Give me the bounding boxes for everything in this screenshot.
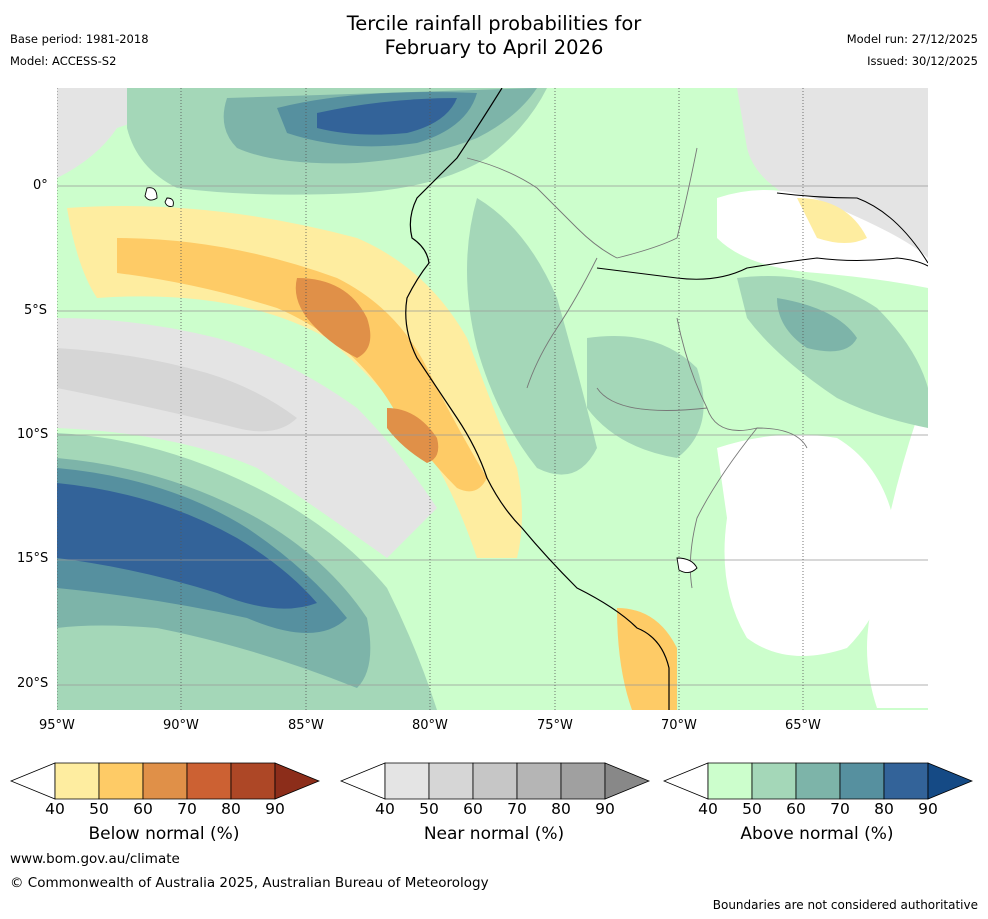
model-run: Model run: 27/12/2025 xyxy=(846,32,978,46)
below-normal-outer xyxy=(67,206,522,558)
title-line-2: February to April 2026 xyxy=(384,36,604,59)
colorbar-tick: 90 xyxy=(265,800,285,818)
colorbar-segment-low xyxy=(340,762,386,800)
near-normal-north-east xyxy=(737,88,928,258)
colorbar-tick: 60 xyxy=(133,800,153,818)
lon-label-85w: 85°W xyxy=(288,718,324,733)
legend-title: Near normal (%) xyxy=(423,824,565,844)
gridlines xyxy=(57,185,928,686)
white-south-east xyxy=(717,434,897,656)
colorbar-tick: 50 xyxy=(89,800,109,818)
below-normal-north-east xyxy=(797,198,867,243)
above-normal-interior xyxy=(467,198,597,475)
colorbar-segment xyxy=(839,762,885,800)
near-normal-mid-west-dark xyxy=(57,348,297,432)
below-normal-core xyxy=(295,278,371,358)
legend-title: Above normal (%) xyxy=(740,824,894,844)
colorbar-tick: 60 xyxy=(786,800,806,818)
colorbar-segment-low xyxy=(10,762,56,800)
colorbar-segment xyxy=(142,762,188,800)
issued-date: Issued: 30/12/2025 xyxy=(867,54,978,68)
colorbar-tick: 40 xyxy=(45,800,65,818)
lat-label-0: 0° xyxy=(33,178,48,193)
below-normal-south xyxy=(617,608,677,710)
amazon-north-coast xyxy=(776,192,929,264)
amazon-river xyxy=(596,257,929,280)
near-normal-west-north xyxy=(57,88,207,178)
colorbar-segment xyxy=(54,762,100,800)
colorbar-tick: 40 xyxy=(375,800,395,818)
lon-label-65w: 65°W xyxy=(785,718,821,733)
lon-label-70w: 70°W xyxy=(661,718,697,733)
lat-label-20s: 20°S xyxy=(17,676,49,691)
above-normal-south-core xyxy=(57,483,317,609)
colorbar-segment xyxy=(384,762,430,800)
below-normal-core-2 xyxy=(387,408,439,463)
rainfall-probability-map xyxy=(56,87,929,710)
lon-label-90w: 90°W xyxy=(163,718,199,733)
colorbar-segment xyxy=(707,762,753,800)
lat-label-5s: 5°S xyxy=(24,303,48,318)
colorbar-segment xyxy=(560,762,606,800)
colorbar-segment xyxy=(795,762,841,800)
chart-title: Tercile rainfall probabilities for Febru… xyxy=(0,12,988,60)
colorbar-segment-high xyxy=(927,762,973,800)
colorbar-tick: 70 xyxy=(507,800,527,818)
lat-label-15s: 15°S xyxy=(17,551,49,566)
above-normal-interior-2 xyxy=(587,336,704,458)
map-panel xyxy=(56,87,929,710)
colorbar-segment-high xyxy=(604,762,650,800)
colorbar-segment-low xyxy=(663,762,709,800)
lon-label-80w: 80°W xyxy=(412,718,448,733)
galapagos-islands xyxy=(144,187,174,207)
colorbar-segment xyxy=(472,762,518,800)
lat-label-10s: 10°S xyxy=(17,427,49,442)
colorbar-tick: 50 xyxy=(419,800,439,818)
country-borders xyxy=(466,147,808,589)
copyright-text: © Commonwealth of Australia 2025, Austra… xyxy=(10,875,489,891)
legend-title: Below normal (%) xyxy=(88,824,240,844)
colorbar-segment xyxy=(751,762,797,800)
colorbar-tick: 70 xyxy=(830,800,850,818)
coastline xyxy=(405,87,670,710)
website-link[interactable]: www.bom.gov.au/climate xyxy=(10,851,180,867)
colorbar-segment xyxy=(516,762,562,800)
colorbar-tick: 90 xyxy=(918,800,938,818)
lon-label-95w: 95°W xyxy=(39,718,75,733)
base-period: Base period: 1981-2018 xyxy=(10,32,149,46)
colorbar-tick: 90 xyxy=(595,800,615,818)
lon-label-75w: 75°W xyxy=(537,718,573,733)
title-line-1: Tercile rainfall probabilities for xyxy=(346,12,642,35)
colorbar-tick: 50 xyxy=(742,800,762,818)
meta-right: Model run: 27/12/2025 Issued: 30/12/2025 xyxy=(847,28,978,72)
colorbar-tick: 80 xyxy=(221,800,241,818)
colorbar-tick: 60 xyxy=(463,800,483,818)
colorbar-3 xyxy=(663,762,973,800)
colorbar-2 xyxy=(340,762,650,800)
above-normal-north-deep xyxy=(317,98,457,135)
colorbar-segment xyxy=(186,762,232,800)
meta-left: Base period: 1981-2018 Model: ACCESS-S2 xyxy=(10,28,149,72)
colorbar-segment xyxy=(428,762,474,800)
colorbar-segment-high xyxy=(274,762,320,800)
colorbar-tick: 40 xyxy=(698,800,718,818)
lake-titicaca xyxy=(676,557,698,573)
colorbar-tick: 70 xyxy=(177,800,197,818)
near-normal-south-east xyxy=(867,418,928,708)
colorbar-1 xyxy=(10,762,320,800)
colorbar-segment xyxy=(98,762,144,800)
colorbar-tick: 80 xyxy=(551,800,571,818)
colorbar-segment xyxy=(230,762,276,800)
colorbar-tick: 80 xyxy=(874,800,894,818)
disclaimer-text: Boundaries are not considered authoritat… xyxy=(712,898,978,912)
model-name: Model: ACCESS-S2 xyxy=(10,54,117,68)
colorbar-segment xyxy=(883,762,929,800)
